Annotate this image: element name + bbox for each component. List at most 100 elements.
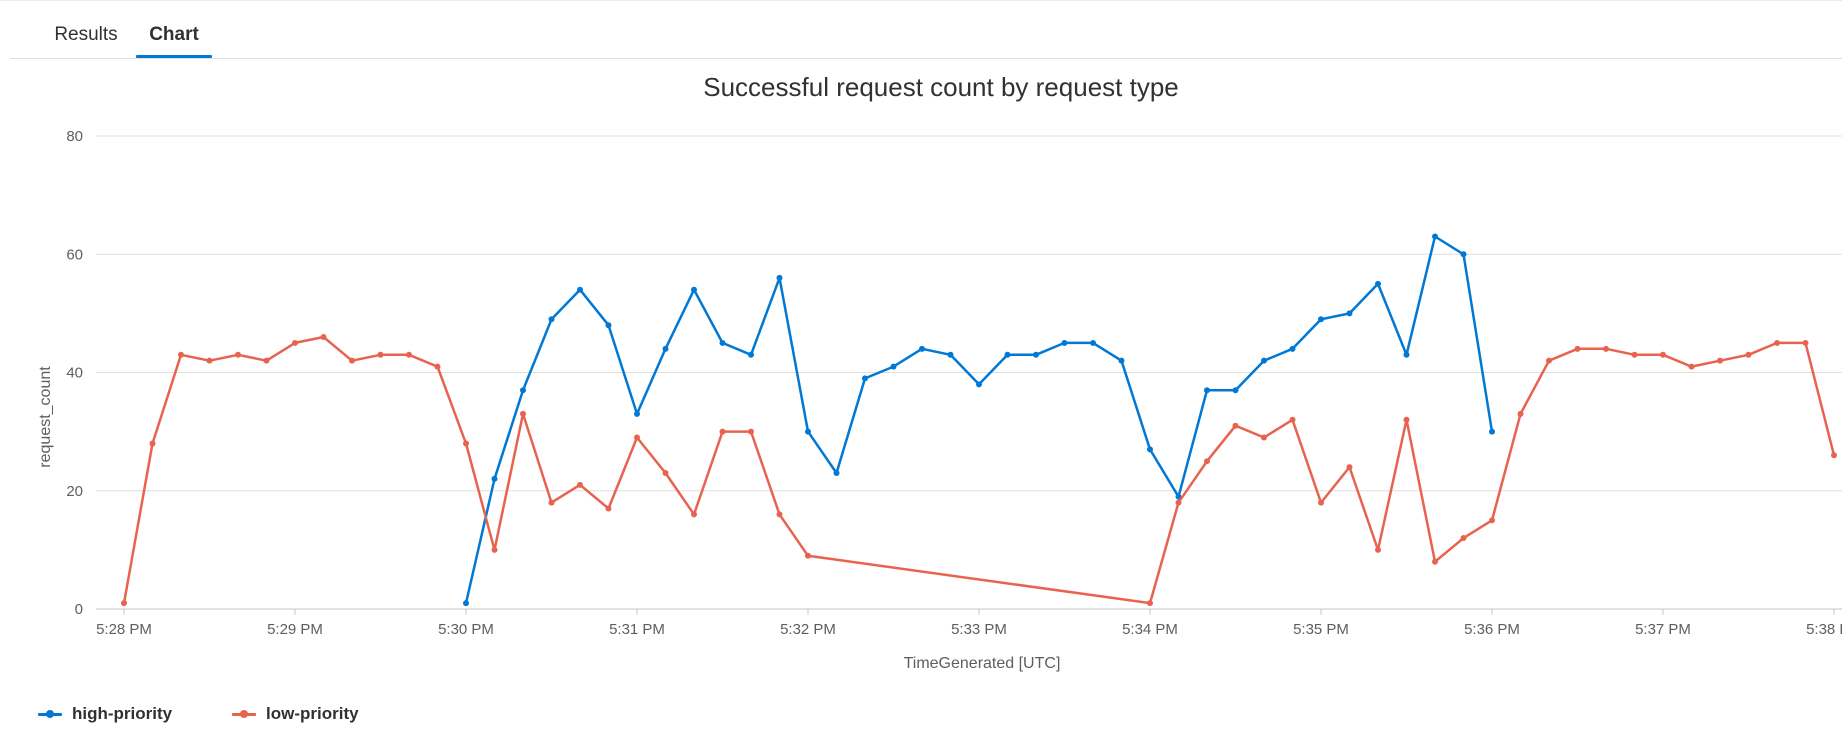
data-point-high-priority[interactable] bbox=[1460, 251, 1467, 258]
data-point-high-priority[interactable] bbox=[976, 381, 982, 388]
data-point-low-priority[interactable] bbox=[1546, 357, 1552, 364]
data-point-high-priority[interactable] bbox=[1147, 446, 1153, 453]
data-point-low-priority[interactable] bbox=[434, 363, 441, 370]
data-point-high-priority[interactable] bbox=[548, 316, 555, 323]
data-point-low-priority[interactable] bbox=[263, 357, 270, 364]
data-point-low-priority[interactable] bbox=[1717, 357, 1723, 364]
data-point-low-priority[interactable] bbox=[292, 339, 298, 346]
data-point-low-priority[interactable] bbox=[1660, 351, 1666, 358]
data-point-high-priority[interactable] bbox=[1375, 280, 1381, 287]
data-point-high-priority[interactable] bbox=[748, 351, 754, 358]
data-point-low-priority[interactable] bbox=[206, 357, 213, 364]
data-point-high-priority[interactable] bbox=[805, 428, 811, 435]
series-line-high-priority bbox=[464, 235, 1494, 604]
data-point-low-priority[interactable] bbox=[1346, 464, 1353, 471]
data-point-high-priority[interactable] bbox=[1403, 351, 1410, 358]
data-point-high-priority[interactable] bbox=[890, 363, 897, 370]
data-point-high-priority[interactable] bbox=[634, 410, 640, 417]
data-point-low-priority[interactable] bbox=[520, 410, 526, 417]
x-tick-label: 5:28 PM bbox=[96, 621, 152, 638]
data-point-low-priority[interactable] bbox=[1574, 345, 1581, 352]
data-point-low-priority[interactable] bbox=[1432, 558, 1438, 565]
data-point-high-priority[interactable] bbox=[947, 351, 954, 358]
data-point-low-priority[interactable] bbox=[1688, 363, 1695, 370]
data-point-low-priority[interactable] bbox=[1774, 339, 1780, 346]
data-point-low-priority[interactable] bbox=[1403, 416, 1410, 423]
data-point-high-priority[interactable] bbox=[1090, 339, 1096, 346]
data-point-low-priority[interactable] bbox=[719, 428, 726, 435]
data-point-high-priority[interactable] bbox=[1289, 345, 1296, 352]
data-point-low-priority[interactable] bbox=[748, 428, 754, 435]
data-point-low-priority[interactable] bbox=[349, 357, 355, 364]
active-tab-indicator bbox=[136, 55, 212, 58]
data-point-low-priority[interactable] bbox=[577, 481, 583, 488]
view-tabs: Results Chart bbox=[10, 0, 1842, 59]
data-point-low-priority[interactable] bbox=[691, 511, 697, 518]
data-point-high-priority[interactable] bbox=[1346, 310, 1353, 317]
data-point-high-priority[interactable] bbox=[719, 339, 726, 346]
data-point-low-priority[interactable] bbox=[320, 334, 327, 341]
data-point-low-priority[interactable] bbox=[548, 499, 555, 506]
data-point-low-priority[interactable] bbox=[1517, 410, 1524, 417]
legend-swatch-high-priority bbox=[38, 709, 62, 718]
data-point-low-priority[interactable] bbox=[121, 600, 127, 607]
data-point-low-priority[interactable] bbox=[406, 351, 412, 358]
data-point-low-priority[interactable] bbox=[605, 505, 612, 512]
data-point-low-priority[interactable] bbox=[1802, 339, 1809, 346]
data-point-low-priority[interactable] bbox=[1831, 452, 1837, 459]
data-point-low-priority[interactable] bbox=[1603, 345, 1609, 352]
data-point-low-priority[interactable] bbox=[1460, 535, 1467, 542]
data-point-high-priority[interactable] bbox=[862, 375, 868, 382]
data-point-low-priority[interactable] bbox=[235, 351, 241, 358]
tab-results[interactable]: Results bbox=[54, 24, 118, 45]
tab-chart[interactable]: Chart bbox=[136, 18, 212, 58]
data-point-low-priority[interactable] bbox=[1232, 422, 1239, 429]
data-point-low-priority[interactable] bbox=[491, 546, 498, 553]
data-point-high-priority[interactable] bbox=[1489, 428, 1495, 435]
data-point-low-priority[interactable] bbox=[1289, 416, 1296, 423]
data-point-low-priority[interactable] bbox=[1175, 499, 1182, 506]
legend-item-low-priority[interactable]: low-priority bbox=[232, 702, 359, 726]
data-point-low-priority[interactable] bbox=[1489, 517, 1495, 524]
data-point-low-priority[interactable] bbox=[1745, 351, 1752, 358]
legend-swatch-low-priority bbox=[232, 709, 256, 718]
data-point-high-priority[interactable] bbox=[1232, 387, 1239, 394]
data-point-high-priority[interactable] bbox=[1061, 339, 1068, 346]
data-point-high-priority[interactable] bbox=[491, 475, 498, 482]
data-point-high-priority[interactable] bbox=[776, 274, 783, 281]
data-point-high-priority[interactable] bbox=[662, 345, 669, 352]
data-point-low-priority[interactable] bbox=[377, 351, 384, 358]
data-point-low-priority[interactable] bbox=[463, 440, 469, 447]
legend-item-high-priority[interactable]: high-priority bbox=[38, 702, 172, 726]
data-point-high-priority[interactable] bbox=[833, 470, 840, 477]
data-point-high-priority[interactable] bbox=[1118, 357, 1125, 364]
data-point-high-priority[interactable] bbox=[520, 387, 526, 394]
data-point-high-priority[interactable] bbox=[1004, 351, 1011, 358]
chart-title: Successful request count by request type bbox=[703, 72, 1179, 102]
data-point-low-priority[interactable] bbox=[1261, 434, 1267, 441]
data-point-high-priority[interactable] bbox=[1175, 493, 1182, 500]
data-point-low-priority[interactable] bbox=[178, 351, 184, 358]
data-point-high-priority[interactable] bbox=[577, 286, 583, 293]
data-point-low-priority[interactable] bbox=[776, 511, 783, 518]
data-point-high-priority[interactable] bbox=[1432, 233, 1438, 240]
data-point-high-priority[interactable] bbox=[605, 322, 612, 329]
data-point-high-priority[interactable] bbox=[1261, 357, 1267, 364]
data-point-high-priority[interactable] bbox=[1204, 387, 1210, 394]
data-point-high-priority[interactable] bbox=[1318, 316, 1324, 323]
data-point-low-priority[interactable] bbox=[1147, 600, 1153, 607]
data-point-low-priority[interactable] bbox=[1631, 351, 1638, 358]
data-point-low-priority[interactable] bbox=[1375, 546, 1381, 553]
data-point-high-priority[interactable] bbox=[691, 286, 697, 293]
data-point-high-priority[interactable] bbox=[919, 345, 925, 352]
x-tick-label: 5:36 PM bbox=[1464, 621, 1520, 638]
data-point-low-priority[interactable] bbox=[1204, 458, 1210, 465]
data-point-high-priority[interactable] bbox=[463, 600, 469, 607]
data-point-low-priority[interactable] bbox=[634, 434, 640, 441]
data-point-low-priority[interactable] bbox=[149, 440, 156, 447]
line-chart: Successful request count by request type… bbox=[37, 72, 1842, 672]
data-point-low-priority[interactable] bbox=[805, 552, 811, 559]
data-point-high-priority[interactable] bbox=[1033, 351, 1039, 358]
data-point-low-priority[interactable] bbox=[1318, 499, 1324, 506]
data-point-low-priority[interactable] bbox=[662, 470, 669, 477]
